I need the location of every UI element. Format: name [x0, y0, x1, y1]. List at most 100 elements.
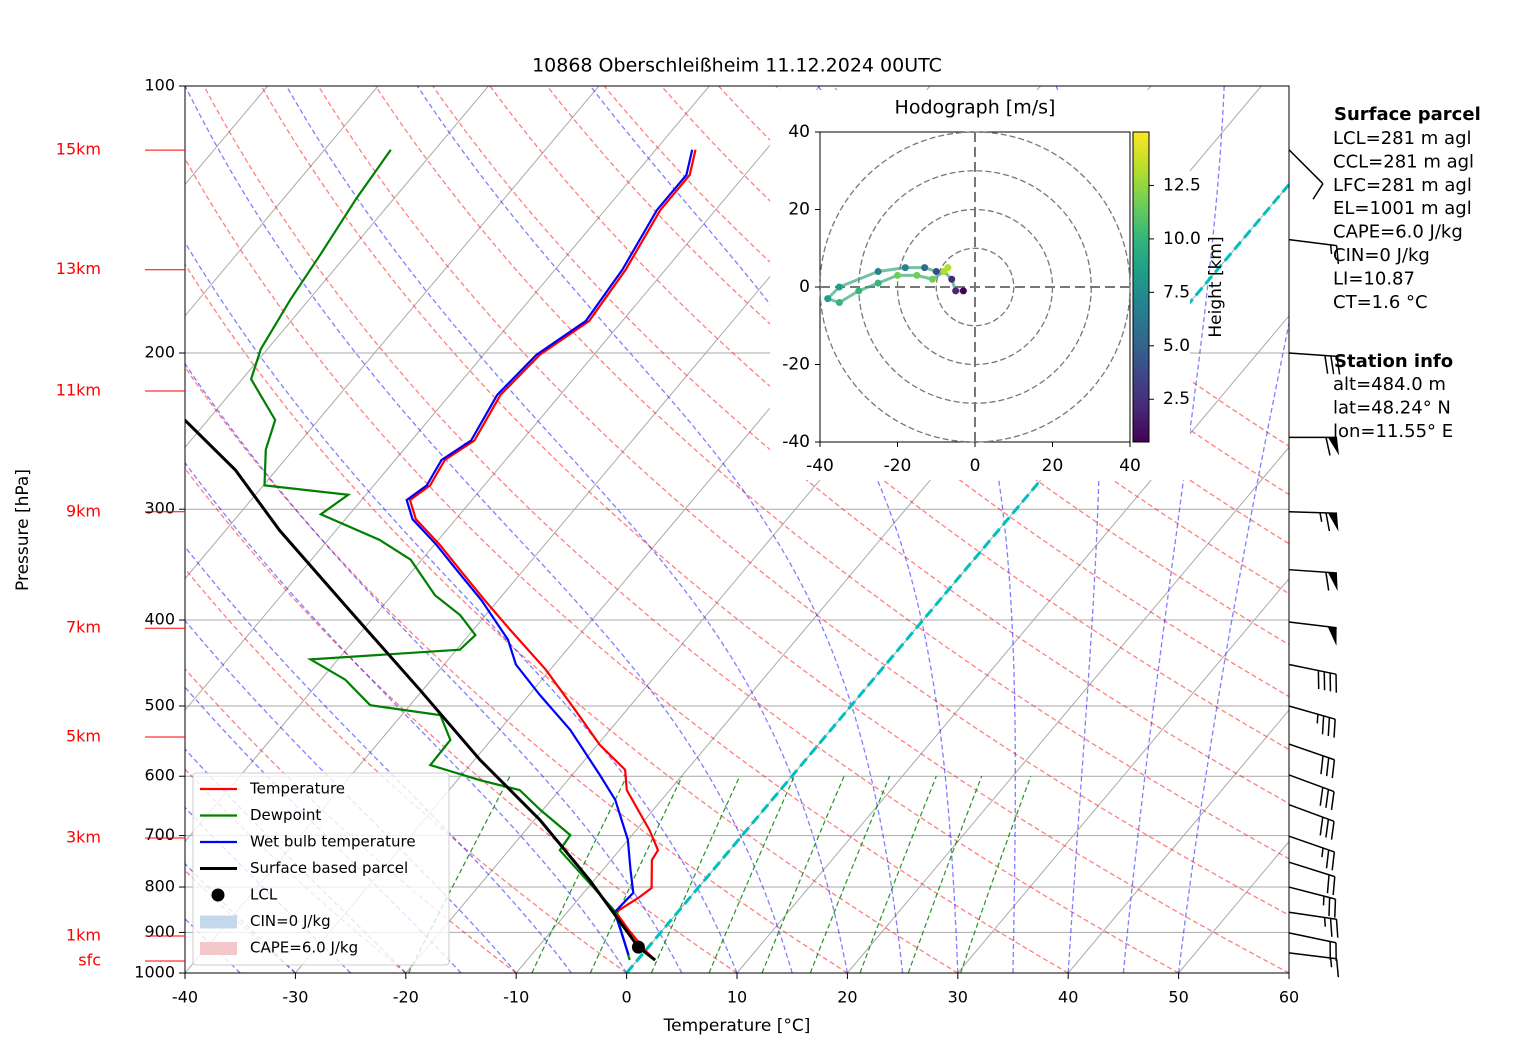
hodograph-point — [948, 275, 956, 283]
barb-full — [1330, 791, 1335, 810]
isotherm — [185, 86, 379, 317]
wind-barb — [1288, 621, 1337, 646]
hodo-x-tick-label: 0 — [970, 456, 981, 476]
barb-full — [1321, 715, 1325, 735]
barb-flag — [1327, 626, 1337, 646]
barb-staff — [1288, 621, 1337, 629]
dry-adiabat — [185, 157, 1069, 973]
barb-full — [1312, 183, 1324, 200]
colorbar-tick-label: 2.5 — [1163, 389, 1190, 409]
profile-line — [249, 149, 631, 961]
hodograph: Hodograph [m/s] -40 -20 0 20 40 -40 -20 0 20 40 2.5… — [770, 90, 1226, 480]
barb-staff — [1288, 352, 1337, 358]
barb-full — [1333, 719, 1336, 738]
barb-flag — [1328, 437, 1339, 456]
wind-barb — [1288, 705, 1336, 738]
x-axis-label: Temperature [°C] — [663, 1016, 811, 1036]
barb-staff — [1288, 952, 1337, 960]
height-label: 3km — [66, 828, 101, 847]
hodograph-point — [921, 264, 929, 272]
hodo-x-tick-label: 40 — [1119, 456, 1141, 476]
hodograph-point — [874, 268, 882, 275]
x-tick-label: 10 — [727, 988, 747, 1007]
barb-staff — [1288, 743, 1335, 761]
wind-barb — [1288, 568, 1338, 592]
barb-staff — [1288, 774, 1335, 793]
isotherm — [185, 86, 600, 580]
lcl-point — [631, 940, 645, 954]
hodograph-point — [959, 287, 967, 295]
hodograph-title: Hodograph [m/s] — [895, 97, 1056, 119]
isotherm — [185, 86, 489, 449]
x-tick-label: 20 — [837, 988, 857, 1007]
height-label: 5km — [66, 727, 101, 746]
wind-barb — [1289, 436, 1339, 456]
barb-staff — [1288, 149, 1324, 185]
info-line: CAPE=6.0 J/kg — [1333, 222, 1463, 243]
hodo-x-tick-label: 20 — [1042, 456, 1064, 476]
hodograph-point — [952, 287, 960, 295]
barb-full — [1335, 245, 1340, 264]
info-line: CT=1.6 °C — [1333, 292, 1428, 313]
y-tick-label: 300 — [144, 499, 175, 518]
legend-swatch — [211, 888, 225, 902]
x-tick-label: -10 — [503, 988, 529, 1007]
barb-full — [1319, 787, 1324, 806]
mixing-ratio-line — [809, 775, 891, 973]
info-line: LI=10.87 — [1333, 268, 1415, 289]
dry-adiabat — [203, 86, 1179, 973]
barb-staff — [1288, 705, 1336, 720]
grid-line — [736, 315, 1289, 973]
wind-barb — [1288, 932, 1337, 962]
barb-full — [1326, 874, 1330, 894]
hodograph-point — [944, 264, 952, 272]
height-label: 13km — [56, 259, 101, 278]
barb-full — [1325, 789, 1330, 808]
barb-staff — [1288, 861, 1335, 878]
height-label: 11km — [56, 380, 101, 399]
hodo-x-tick-label: -40 — [806, 456, 834, 476]
wind-barb — [1288, 352, 1341, 375]
dry-adiabat — [185, 467, 738, 973]
barb-full — [1335, 958, 1340, 978]
barb-full — [1320, 755, 1324, 775]
barb-flag — [1327, 572, 1338, 592]
barb-full — [1325, 437, 1331, 456]
info-line: CCL=281 m agl — [1333, 151, 1474, 172]
wind-barb — [1288, 774, 1335, 810]
y-tick-label: 400 — [144, 610, 175, 629]
y-tick-label: 800 — [144, 877, 175, 896]
hodo-y-tick-label: -40 — [782, 432, 810, 452]
legend-label: CIN=0 J/kg — [250, 912, 331, 930]
legend-label: Temperature — [249, 780, 345, 798]
hodo-x-tick-label: -20 — [884, 456, 912, 476]
barb-full — [1328, 897, 1331, 917]
colorbar-tick-label: 5.0 — [1163, 336, 1190, 356]
wind-barb — [1288, 835, 1336, 871]
overlay: -40 -30 -20 -10 0 10 20 30 40 50 60100090080070060… — [56, 76, 1481, 1007]
info-line: lon=11.55° E — [1333, 421, 1453, 442]
barb-flag — [1327, 512, 1339, 532]
barb-full — [1325, 572, 1330, 591]
wind-barb — [1288, 511, 1339, 532]
info-heading: Station info — [1334, 351, 1453, 372]
moist-adiabat — [185, 86, 793, 973]
y-tick-label: 200 — [144, 343, 175, 362]
barb-staff — [1288, 663, 1337, 675]
barb-staff — [1288, 238, 1337, 247]
x-tick-label: 40 — [1058, 988, 1078, 1007]
x-tick-label: 50 — [1168, 988, 1188, 1007]
moist-adiabat — [185, 461, 628, 973]
moist-adiabat — [285, 86, 849, 973]
barb-full — [1325, 819, 1330, 838]
barb-full — [1330, 821, 1335, 840]
hodograph-point — [835, 283, 843, 291]
barb-half — [1329, 957, 1333, 968]
hodograph-point — [901, 264, 909, 272]
legend-label: LCL — [250, 886, 278, 904]
barb-full — [1329, 918, 1333, 937]
barb-staff — [1288, 932, 1337, 944]
barb-full — [1325, 849, 1330, 869]
profile-line — [408, 149, 697, 961]
moist-adiabat — [185, 545, 572, 973]
